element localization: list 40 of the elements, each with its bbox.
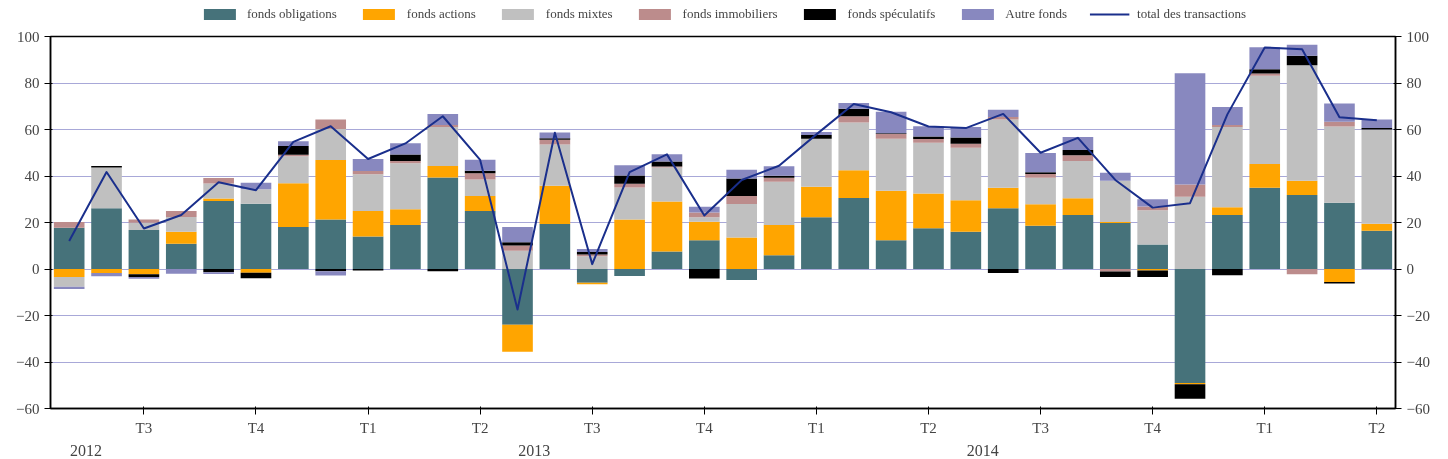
y-tick-label: −20 <box>16 307 40 324</box>
y2-tick-label: −60 <box>1406 400 1430 417</box>
x-tick-label: T1 <box>808 419 825 436</box>
y-tick-label: 40 <box>24 168 40 184</box>
text: 2014 <box>966 441 999 459</box>
x-tick-label: T3 <box>583 419 601 436</box>
x-tick-label: T2 <box>471 419 489 436</box>
y-tick-label: −40 <box>16 354 40 370</box>
legend-label: fonds mixtes <box>545 6 613 22</box>
legend-label: fonds spéculatifs <box>847 6 936 22</box>
x-tick-label: T2 <box>920 419 937 436</box>
y2-tick-label: −20 <box>1406 307 1430 324</box>
legend-label: fonds actions <box>406 6 476 22</box>
x-tick-label: T2 <box>1368 419 1386 436</box>
y2-tick-label: 20 <box>1406 214 1422 231</box>
y2-tick-label: −40 <box>1406 354 1430 370</box>
y-tick-label: −60 <box>16 400 40 417</box>
legend-label: Autre fonds <box>1005 6 1068 22</box>
x-tick-label: T4 <box>247 419 265 436</box>
y2-tick-label: 40 <box>1406 168 1422 184</box>
x-tick-label: T3 <box>1032 419 1049 436</box>
y2-tick-label: 60 <box>1406 121 1422 138</box>
y2-tick-label: 100 <box>1406 28 1429 45</box>
y2-tick-label: 80 <box>1406 75 1422 91</box>
legend-label: fonds obligations <box>246 6 337 22</box>
text: 2012 <box>69 441 102 459</box>
y-tick-label: 80 <box>24 75 40 91</box>
x-tick-label: T4 <box>695 419 714 436</box>
y2-tick-label: 0 <box>1406 261 1414 277</box>
x-tick-label: T1 <box>1256 419 1274 436</box>
y-tick-label: 60 <box>24 121 40 138</box>
y-tick-label: 0 <box>32 261 40 277</box>
x-tick-label: T3 <box>135 419 153 436</box>
x-tick-label: T4 <box>1144 419 1162 436</box>
y-tick-label: 20 <box>24 214 40 231</box>
legend-label: fonds immobiliers <box>682 6 778 22</box>
y-tick-label: 100 <box>17 28 40 45</box>
x-tick-label: T1 <box>359 419 377 436</box>
legend-label: total des transactions <box>1137 6 1247 22</box>
text: 2013 <box>518 441 551 459</box>
